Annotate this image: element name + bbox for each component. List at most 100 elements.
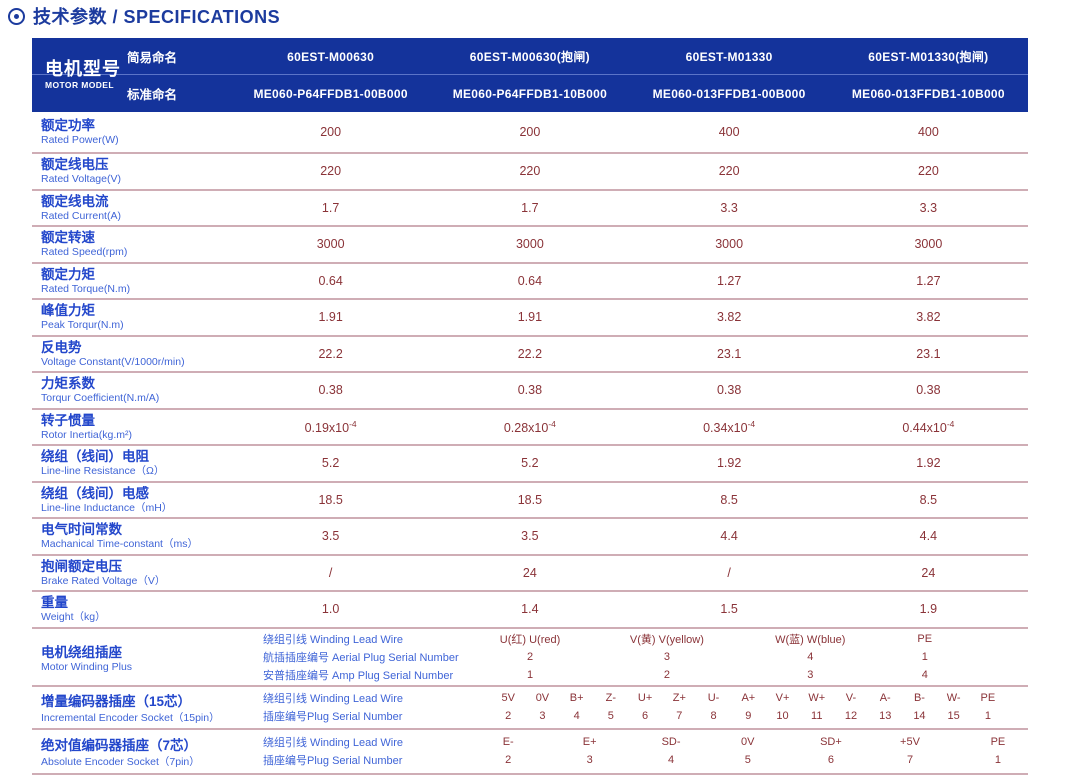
pin-number: 2 xyxy=(526,650,534,663)
row-label-en: Absolute Encoder Socket（7pin） xyxy=(41,755,200,768)
row-label-zh: 额定功率 xyxy=(41,117,95,133)
page-title: 技术参数 / SPECIFICATIONS xyxy=(8,3,280,29)
row-label-en: Machanical Time-constant（ms） xyxy=(41,538,198,551)
model-standard-name: ME060-013FFDB1-00B000 xyxy=(652,86,806,101)
pin-number: 1 xyxy=(526,668,534,681)
spec-value: 1.92 xyxy=(716,456,742,471)
spec-row: 额定转速 Rated Speed(rpm) 3000 3000 3000 3000 xyxy=(32,227,1028,264)
spec-value: 3000 xyxy=(715,237,744,252)
spec-value: 400 xyxy=(718,125,740,139)
spec-value: 23.1 xyxy=(916,346,941,361)
sub-label-winding-lead-wire: 绕组引线 Winding Lead Wire xyxy=(263,737,403,749)
model-standard-name: ME060-P64FFDB1-10B000 xyxy=(452,86,608,101)
row-label-zh: 电气时间常数 xyxy=(41,522,122,538)
spec-value: 22.2 xyxy=(517,346,543,361)
row-label-zh: 绝对值编码器插座（7芯） xyxy=(41,737,198,753)
spec-value: 18.5 xyxy=(318,492,343,507)
pin-number: 3 xyxy=(807,668,814,681)
pin-label: W+ xyxy=(808,692,826,704)
pin-label: E- xyxy=(502,736,514,748)
pin-number: 2 xyxy=(505,710,512,722)
spec-row: 额定线电压 Rated Voltage(V) 220 220 220 220 xyxy=(32,154,1028,191)
pin-row: E- E+ SD- 0V SD+ +5V PE xyxy=(438,733,1028,751)
model-simple-name: 60EST-M00630 xyxy=(287,49,375,64)
spec-value: 0.38 xyxy=(916,383,941,398)
spec-value: 0.34x10-4 xyxy=(703,418,756,435)
pin-number: 1 xyxy=(921,650,928,663)
pin-label: SD+ xyxy=(820,736,842,748)
row-label-en: Torqur Coefficient(N.m/A) xyxy=(41,392,160,405)
row-label-zh: 抱闸额定电压 xyxy=(41,558,122,574)
sub-label-plug-serial: 插座编号Plug Serial Number xyxy=(263,711,403,723)
row-label-zh: 额定线电压 xyxy=(41,157,109,173)
pin-row: 2 3 4 5 6 7 1 xyxy=(438,751,1028,769)
row-label-en: Weight（kg） xyxy=(41,611,106,624)
spec-row: 额定力矩 Rated Torque(N.m) 0.64 0.64 1.27 1.2… xyxy=(32,264,1028,300)
pin-label: U- xyxy=(707,692,720,704)
motor-model-label-zh: 电机型号 xyxy=(45,59,121,80)
pin-label: U+ xyxy=(637,692,653,704)
sub-label-winding-lead-wire: 绕组引线 Winding Lead Wire xyxy=(263,633,403,646)
pin-label: A- xyxy=(879,692,891,704)
pin-label: E+ xyxy=(582,736,597,748)
spec-value: 220 xyxy=(519,164,541,179)
sub-label-plug-serial: 插座编号Plug Serial Number xyxy=(263,755,403,767)
spec-row: 绕组（线间）电感 Line-line Inductance（mH） 18.5 18… xyxy=(32,483,1028,519)
spec-row: 额定线电流 Rated Current(A) 1.7 1.7 3.3 3.3 xyxy=(32,191,1028,227)
pin-label: Z+ xyxy=(672,692,686,704)
pin-row: 2 3 4 5 6 7 8 9 10 11 12 13 14 15 1 xyxy=(438,707,1028,725)
standard-name-row: 标准命名 ME060-P64FFDB1-00B000 ME060-P64FFDB… xyxy=(32,75,1028,112)
spec-value: 5.2 xyxy=(321,456,340,471)
pin-number: 3 xyxy=(539,710,546,722)
pin-number: 11 xyxy=(811,710,823,722)
row-label-zh: 额定线电流 xyxy=(41,193,109,209)
pin-number: 6 xyxy=(642,710,649,722)
simple-name-caption: 简易命名 xyxy=(127,51,178,65)
exponent: -4 xyxy=(548,418,556,429)
pin-label: Z- xyxy=(605,692,617,704)
pin-number: 7 xyxy=(906,754,914,766)
row-label-en: Line-line Resistance（Ω） xyxy=(41,465,165,478)
spec-value: 220 xyxy=(917,164,939,179)
row-label-zh: 电机绕组插座 xyxy=(41,644,122,660)
pin-number: 10 xyxy=(776,710,789,722)
pin-label: V+ xyxy=(775,692,790,704)
pin-number: 5 xyxy=(744,754,751,766)
spec-value: 0.64 xyxy=(318,273,343,288)
spec-value: 4.4 xyxy=(919,529,938,544)
row-label-zh: 绕组（线间）电感 xyxy=(41,485,149,501)
bullet-circle-icon xyxy=(8,7,25,25)
pin-number: 4 xyxy=(921,668,928,681)
row-label-en: Line-line Inductance（mH） xyxy=(41,501,173,514)
pin-number: 12 xyxy=(844,710,858,722)
row-label-zh: 绕组（线间）电阻 xyxy=(41,449,149,465)
pin-number: 6 xyxy=(827,754,834,766)
header-divider xyxy=(32,74,1028,75)
pin-number: 1 xyxy=(994,754,1001,766)
pin-label: PE xyxy=(990,736,1006,748)
pin-number: 3 xyxy=(663,650,670,663)
spec-value: 220 xyxy=(718,164,740,179)
pin-label: W(蓝) W(blue) xyxy=(775,633,846,646)
pin-number: 9 xyxy=(745,710,752,722)
row-label-en: Motor Winding Plus xyxy=(41,660,133,673)
spec-value: 22.2 xyxy=(318,346,343,361)
row-label-en: Rotor Inertia(kg.m²) xyxy=(41,428,133,441)
spec-value: 1.9 xyxy=(919,602,938,617)
row-label-zh: 转子惯量 xyxy=(41,412,95,428)
spec-row: 绕组（线间）电阻 Line-line Resistance（Ω） 5.2 5.2 … xyxy=(32,446,1028,483)
pin-number: 4 xyxy=(807,650,814,663)
spec-value: 0.38 xyxy=(517,383,543,398)
specifications-table: 电机型号 MOTOR MODEL 简易命名 60EST-M00630 60EST… xyxy=(32,38,1028,775)
pin-label: PE xyxy=(980,692,996,704)
spec-value: 0.38 xyxy=(318,383,343,398)
row-label-en: Peak Torqur(N.m) xyxy=(41,319,124,332)
pin-number: 2 xyxy=(663,668,670,681)
spec-value: 8.5 xyxy=(919,492,938,507)
pin-label: 0V xyxy=(741,736,755,748)
pin-label: B+ xyxy=(569,692,584,704)
spec-row: 反电势 Voltage Constant(V/1000r/min) 22.2 22… xyxy=(32,337,1028,373)
row-label-en: Rated Power(W) xyxy=(41,134,119,147)
spec-value: 220 xyxy=(320,164,342,179)
spec-row: 峰值力矩 Peak Torqur(N.m) 1.91 1.91 3.82 3.82 xyxy=(32,300,1028,337)
